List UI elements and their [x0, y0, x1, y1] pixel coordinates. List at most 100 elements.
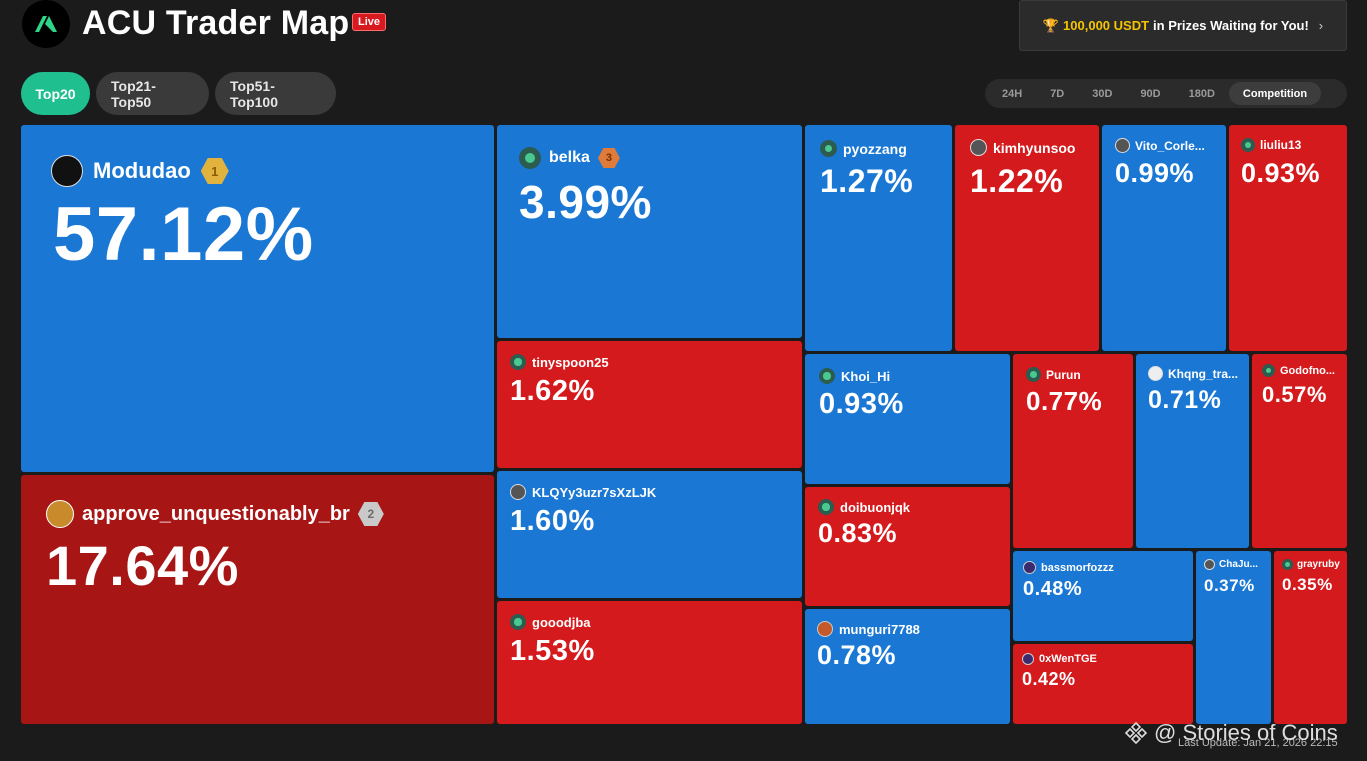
tab-top51-top100[interactable]: Top51-Top100	[215, 72, 336, 115]
live-badge: Live	[352, 13, 387, 31]
trader-name: munguri7788	[839, 621, 920, 637]
avatar	[1282, 559, 1293, 570]
avatar	[46, 500, 74, 528]
trader-pct: 17.64%	[46, 534, 239, 597]
trader-pct: 57.12%	[53, 192, 314, 277]
trader-tile[interactable]: Khqng_tra... 0.71%	[1136, 354, 1249, 548]
trader-tile[interactable]: Modudao 1 57.12%	[21, 125, 494, 472]
trader-pct: 0.37%	[1204, 576, 1255, 595]
avatar	[1241, 138, 1255, 152]
trader-pct: 0.78%	[817, 640, 897, 670]
trader-tile[interactable]: ChaJu... 0.37%	[1196, 551, 1271, 724]
period-90d[interactable]: 90D	[1140, 87, 1161, 100]
logo-icon	[35, 16, 57, 32]
rank-badge: 2	[357, 502, 384, 526]
trader-pct: 0.99%	[1115, 158, 1195, 188]
trader-pct: 3.99%	[519, 176, 652, 228]
avatar	[51, 155, 83, 187]
trader-name: belka	[549, 149, 590, 166]
period-24h[interactable]: 24H	[1002, 87, 1023, 100]
trader-pct: 1.62%	[510, 375, 595, 407]
trader-tile[interactable]: Vito_Corle... 0.99%	[1102, 125, 1226, 351]
trader-pct: 0.35%	[1282, 575, 1333, 594]
trader-pct: 1.60%	[510, 505, 595, 537]
avatar	[510, 354, 526, 370]
trader-tile[interactable]: Purun 0.77%	[1013, 354, 1133, 548]
trader-pct: 0.57%	[1262, 382, 1327, 407]
avatar	[817, 621, 833, 637]
trader-name: Godofno...	[1280, 364, 1335, 377]
period-7d[interactable]: 7D	[1050, 87, 1065, 100]
tab-top21-top50[interactable]: Top21-Top50	[96, 72, 209, 115]
trader-pct: 0.71%	[1148, 386, 1222, 414]
trader-tile[interactable]: grayruby 0.35%	[1274, 551, 1347, 724]
app-logo	[22, 0, 70, 48]
avatar	[510, 484, 526, 500]
trader-pct: 1.53%	[510, 635, 595, 667]
period-competition[interactable]: Competition	[1228, 82, 1322, 105]
tab-top20[interactable]: Top20	[21, 72, 90, 115]
page-title: ACU Trader Map	[82, 4, 350, 42]
trader-tile[interactable]: Godofno... 0.57%	[1252, 354, 1347, 548]
avatar	[510, 614, 526, 630]
trader-tile[interactable]: 0xWenTGE 0.42%	[1013, 644, 1193, 724]
trader-name: 0xWenTGE	[1039, 653, 1097, 665]
last-update: Last Update: Jan 21, 2026 22:15	[1178, 737, 1338, 749]
avatar	[1023, 561, 1036, 574]
trader-tile[interactable]: belka 3 3.99%	[497, 125, 802, 338]
trader-tile[interactable]: tinyspoon25 1.62%	[497, 341, 802, 468]
trader-tile[interactable]: pyozzang 1.27%	[805, 125, 952, 351]
chevron-right-icon: ›	[1318, 18, 1324, 33]
trader-name: ChaJu...	[1219, 559, 1258, 570]
avatar	[1115, 138, 1130, 153]
period-30d[interactable]: 30D	[1092, 87, 1113, 100]
trader-tile[interactable]: KLQYy3uzr7sXzLJK 1.60%	[497, 471, 802, 598]
trader-tile[interactable]: gooodjba 1.53%	[497, 601, 802, 724]
avatar	[1026, 367, 1041, 382]
trader-name: liuliu13	[1260, 138, 1302, 152]
trader-tile[interactable]: kimhyunsoo 1.22%	[955, 125, 1099, 351]
trader-tile[interactable]: doibuonjqk 0.83%	[805, 487, 1010, 606]
trader-name: Khqng_tra...	[1168, 366, 1239, 381]
trader-pct: 0.77%	[1026, 386, 1103, 416]
trader-name: doibuonjqk	[840, 499, 911, 515]
rank-badge: 3	[597, 148, 620, 168]
avatar	[1262, 364, 1275, 377]
trader-name: approve_unquestionably_br	[82, 502, 350, 525]
trader-name: Modudao	[93, 158, 191, 183]
period-selector: 24H 7D 30D 90D 180D Competition	[985, 79, 1347, 108]
trader-tile[interactable]: bassmorfozzz 0.48%	[1013, 551, 1193, 641]
trader-name: bassmorfozzz	[1041, 561, 1114, 574]
trader-name: Vito_Corle...	[1135, 138, 1205, 153]
watermark-text: @ Stories of Coins	[1154, 720, 1338, 745]
period-180d[interactable]: 180D	[1188, 87, 1215, 100]
trader-tile[interactable]: liuliu13 0.93%	[1229, 125, 1347, 351]
trader-pct: 0.93%	[819, 388, 904, 420]
watermark: @ Stories of Coins	[1124, 720, 1338, 746]
avatar	[820, 140, 837, 157]
avatar	[1022, 653, 1034, 665]
trader-pct: 0.83%	[818, 518, 898, 548]
trophy-icon: 🏆	[1042, 17, 1060, 33]
trader-tile[interactable]: Khoi_Hi 0.93%	[805, 354, 1010, 484]
trader-name: Khoi_Hi	[841, 368, 891, 384]
trader-tile[interactable]: munguri7788 0.78%	[805, 609, 1010, 724]
binance-icon	[1124, 721, 1148, 745]
trader-name: grayruby	[1297, 559, 1340, 570]
trader-tile[interactable]: approve_unquestionably_br 2 17.64%	[21, 475, 494, 724]
trader-name: Purun	[1046, 367, 1081, 382]
prize-amount: 100,000 USDT	[1063, 18, 1150, 33]
avatar	[970, 139, 987, 156]
avatar	[1204, 559, 1215, 570]
trader-pct: 1.27%	[820, 163, 914, 199]
avatar	[519, 147, 541, 169]
avatar	[818, 499, 834, 515]
prize-banner[interactable]: 🏆 100,000 USDT in Prizes Waiting for You…	[1019, 0, 1347, 51]
trader-name: kimhyunsoo	[993, 139, 1076, 156]
trader-name: KLQYy3uzr7sXzLJK	[532, 484, 657, 500]
trader-name: tinyspoon25	[532, 354, 609, 370]
trader-pct: 1.22%	[970, 163, 1064, 199]
rank-badge: 1	[200, 158, 229, 184]
trader-pct: 0.93%	[1241, 158, 1321, 188]
trader-name: pyozzang	[843, 140, 907, 157]
